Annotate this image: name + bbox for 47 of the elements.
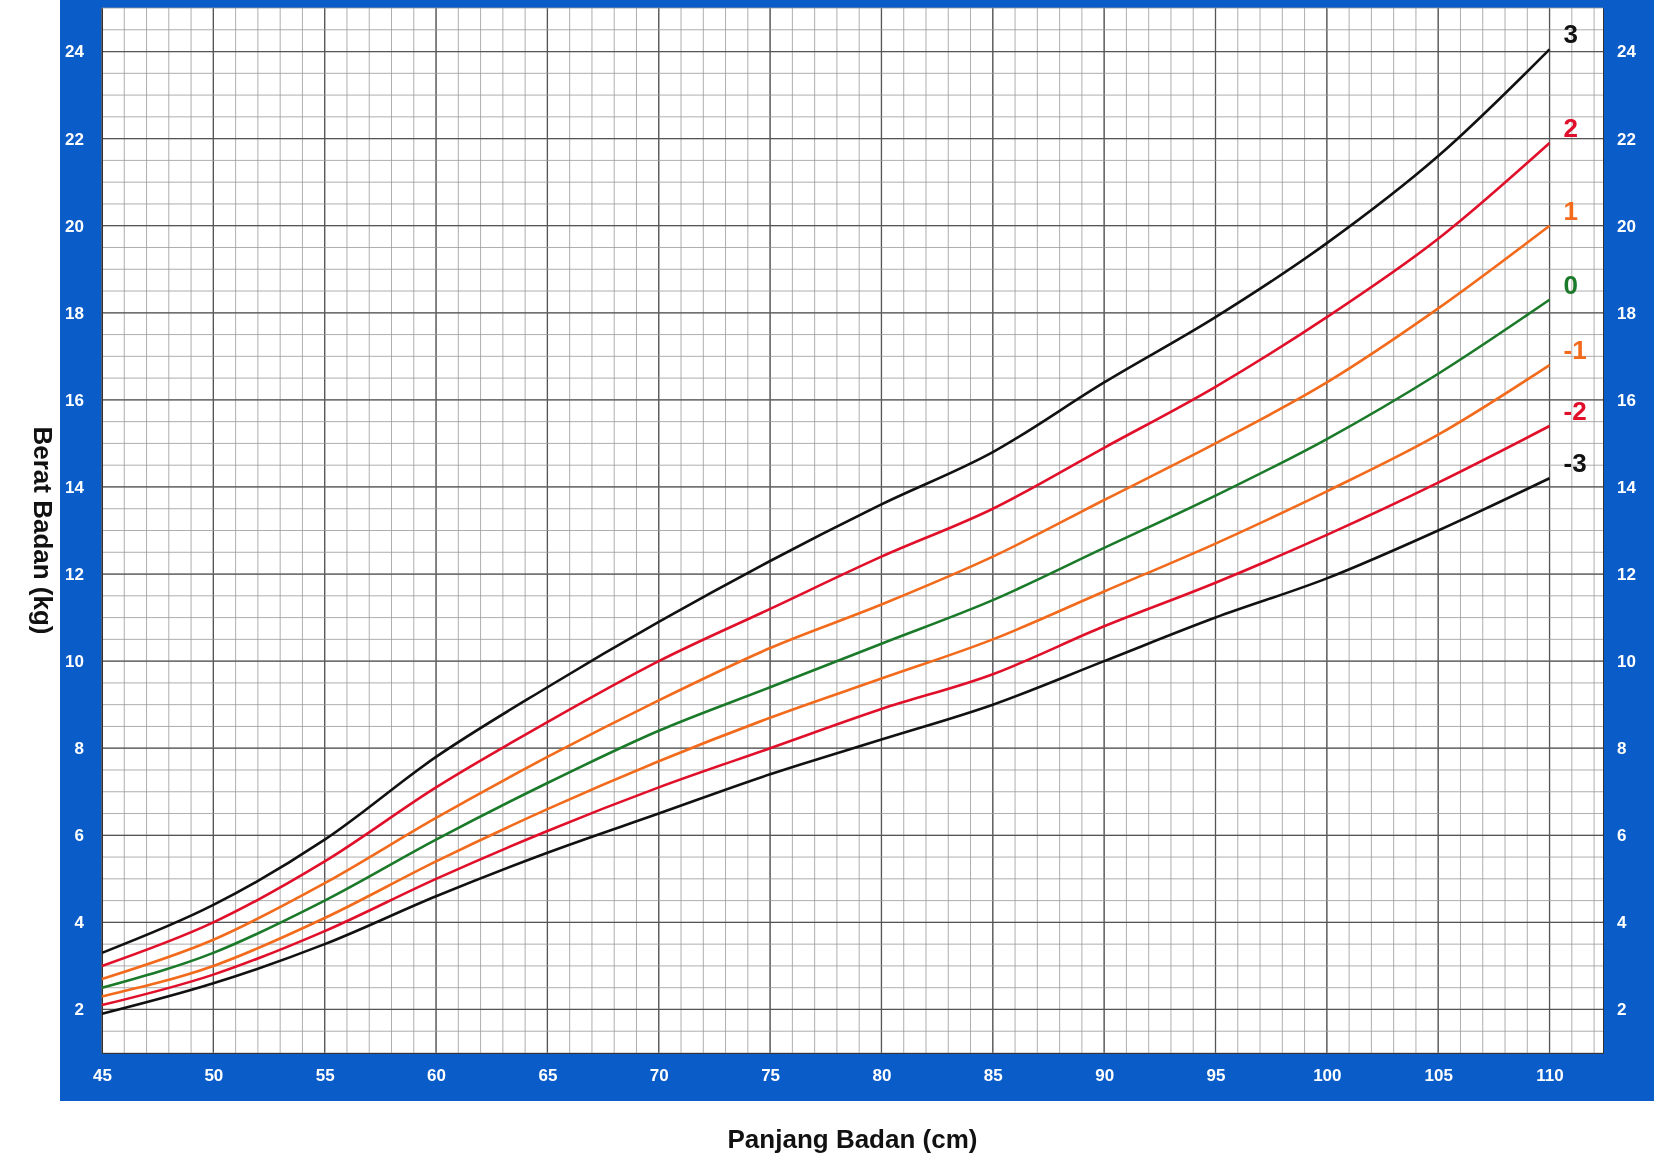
y-tick-label: 14: [65, 477, 85, 497]
x-tick-label: 45: [93, 1066, 112, 1086]
y2-tick-label: 20: [1617, 216, 1636, 236]
y2-tick-label: 6: [1617, 826, 1627, 846]
x-tick-label: 70: [649, 1066, 669, 1086]
series-label: 2: [1563, 112, 1579, 143]
x-tick-label: 60: [427, 1066, 447, 1086]
y2-tick-label: 24: [1617, 42, 1637, 62]
y2-tick-label: 2: [1617, 1000, 1627, 1020]
series-label: -3: [1563, 448, 1587, 479]
x-tick-label: 50: [204, 1066, 224, 1086]
y-tick-label: 4: [74, 913, 85, 933]
x-tick-label: 100: [1313, 1066, 1342, 1086]
series-label: 0: [1563, 269, 1579, 300]
y2-tick-label: 16: [1617, 390, 1636, 410]
y2-tick-label: 4: [1617, 913, 1627, 933]
x-tick-label: 85: [983, 1066, 1003, 1086]
series-label: -1: [1563, 335, 1587, 366]
series-label: 3: [1563, 19, 1579, 50]
y2-tick-label: 14: [1617, 477, 1637, 497]
x-tick-label: 110: [1536, 1066, 1564, 1086]
series-label: -2: [1563, 396, 1587, 426]
y2-tick-label: 18: [1617, 303, 1636, 323]
y2-tick-label: 8: [1617, 739, 1627, 759]
y-tick-label: 22: [65, 129, 84, 149]
y-tick-label: 2: [74, 1000, 84, 1020]
x-tick-label: 75: [761, 1066, 781, 1086]
y-tick-label: 8: [74, 739, 84, 759]
x-tick-label: 65: [538, 1066, 558, 1086]
y2-tick-label: 22: [1617, 129, 1636, 149]
series-label: 1: [1563, 195, 1579, 226]
x-axis-title: Panjang Badan (cm): [727, 1124, 978, 1154]
y-tick-label: 18: [65, 303, 84, 323]
y-tick-label: 16: [65, 390, 84, 410]
x-tick-label: 90: [1095, 1066, 1115, 1086]
x-tick-label: 80: [872, 1066, 892, 1086]
x-tick-label: 95: [1206, 1066, 1226, 1086]
x-tick-label: 55: [315, 1066, 335, 1086]
y-tick-label: 10: [65, 652, 84, 672]
y-axis-title: Berat Badan (kg): [28, 426, 58, 635]
y2-tick-label: 10: [1617, 652, 1636, 672]
y-tick-label: 24: [65, 42, 85, 62]
y2-tick-label: 12: [1617, 564, 1636, 584]
y-tick-label: 20: [65, 216, 84, 236]
y-tick-label: 6: [74, 826, 84, 846]
y-tick-label: 12: [65, 564, 84, 584]
x-tick-label: 105: [1424, 1066, 1453, 1086]
